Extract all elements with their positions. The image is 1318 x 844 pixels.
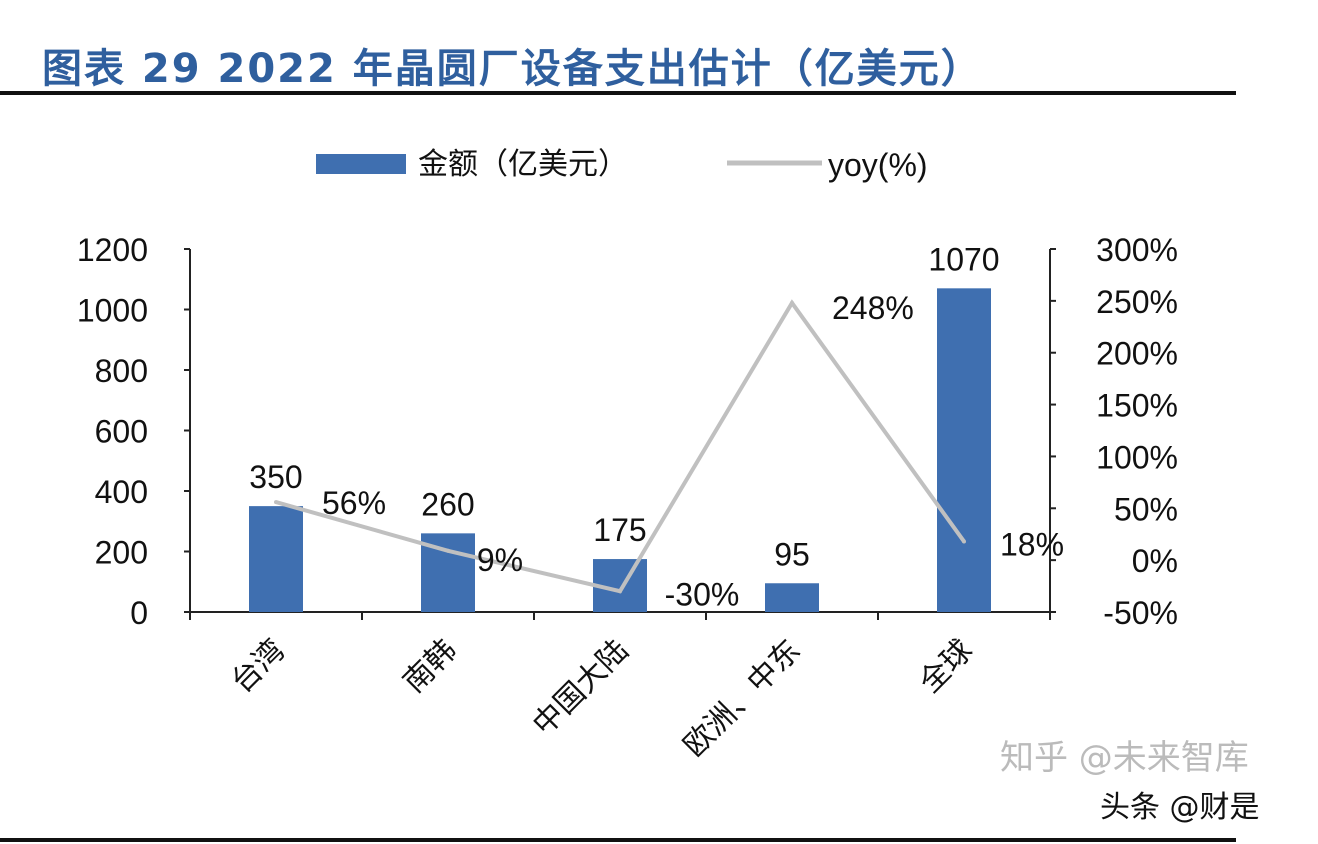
chart-title: 图表 29 2022 年晶圆厂设备支出估计（亿美元） <box>42 46 983 92</box>
watermark-toutiao: 头条 @财是 <box>1100 790 1260 825</box>
bar-value-label: 350 <box>249 459 302 495</box>
yoy-point-4 <box>962 539 966 544</box>
right-tick-label: 0% <box>1132 543 1178 579</box>
bar-3 <box>765 583 819 612</box>
yoy-value-label: 9% <box>477 542 523 578</box>
left-tick-label: 1200 <box>77 232 148 268</box>
right-tick-label: 100% <box>1096 439 1178 475</box>
left-tick-label: 600 <box>95 414 148 450</box>
left-tick-label: 800 <box>95 353 148 389</box>
x-category-label: 中国大陆 <box>526 633 636 743</box>
watermark-zhihu: 知乎 @未来智库 <box>1000 738 1249 778</box>
right-tick-label: 200% <box>1096 336 1178 372</box>
right-tick-label: 150% <box>1096 388 1178 424</box>
bar-value-label: 95 <box>774 536 810 572</box>
bar-value-label: 175 <box>593 512 646 548</box>
bar-value-label: 260 <box>421 486 474 522</box>
yoy-point-3 <box>790 300 794 305</box>
x-category-label: 欧洲、中东 <box>677 633 808 764</box>
left-tick-label: 200 <box>95 535 148 571</box>
right-tick-label: 250% <box>1096 284 1178 320</box>
yoy-value-label: 248% <box>832 290 914 326</box>
x-category-label: 南韩 <box>396 633 463 700</box>
left-tick-label: 1000 <box>77 293 148 329</box>
right-tick-label: 300% <box>1096 232 1178 268</box>
bottom-rule <box>0 838 1236 842</box>
yoy-value-label: 56% <box>322 485 386 521</box>
legend-bar-swatch <box>316 154 406 174</box>
left-tick-label: 0 <box>130 595 148 631</box>
x-category-label: 台湾 <box>224 633 291 700</box>
yoy-point-1 <box>446 548 450 553</box>
title-rule <box>0 91 1236 95</box>
x-category-label: 全球 <box>912 633 979 700</box>
right-tick-label: -50% <box>1103 595 1178 631</box>
legend-bar-label: 金额（亿美元） <box>418 147 628 182</box>
bar-0 <box>249 506 303 612</box>
left-tick-label: 400 <box>95 474 148 510</box>
bar-value-label: 1070 <box>928 241 999 277</box>
yoy-point-2 <box>618 589 622 594</box>
legend-line-label: yoy(%) <box>828 147 928 183</box>
yoy-value-label: 18% <box>1000 526 1064 562</box>
yoy-value-label: -30% <box>665 576 740 612</box>
right-tick-label: 50% <box>1114 491 1178 527</box>
bar-4 <box>937 288 991 612</box>
yoy-point-0 <box>274 500 278 505</box>
